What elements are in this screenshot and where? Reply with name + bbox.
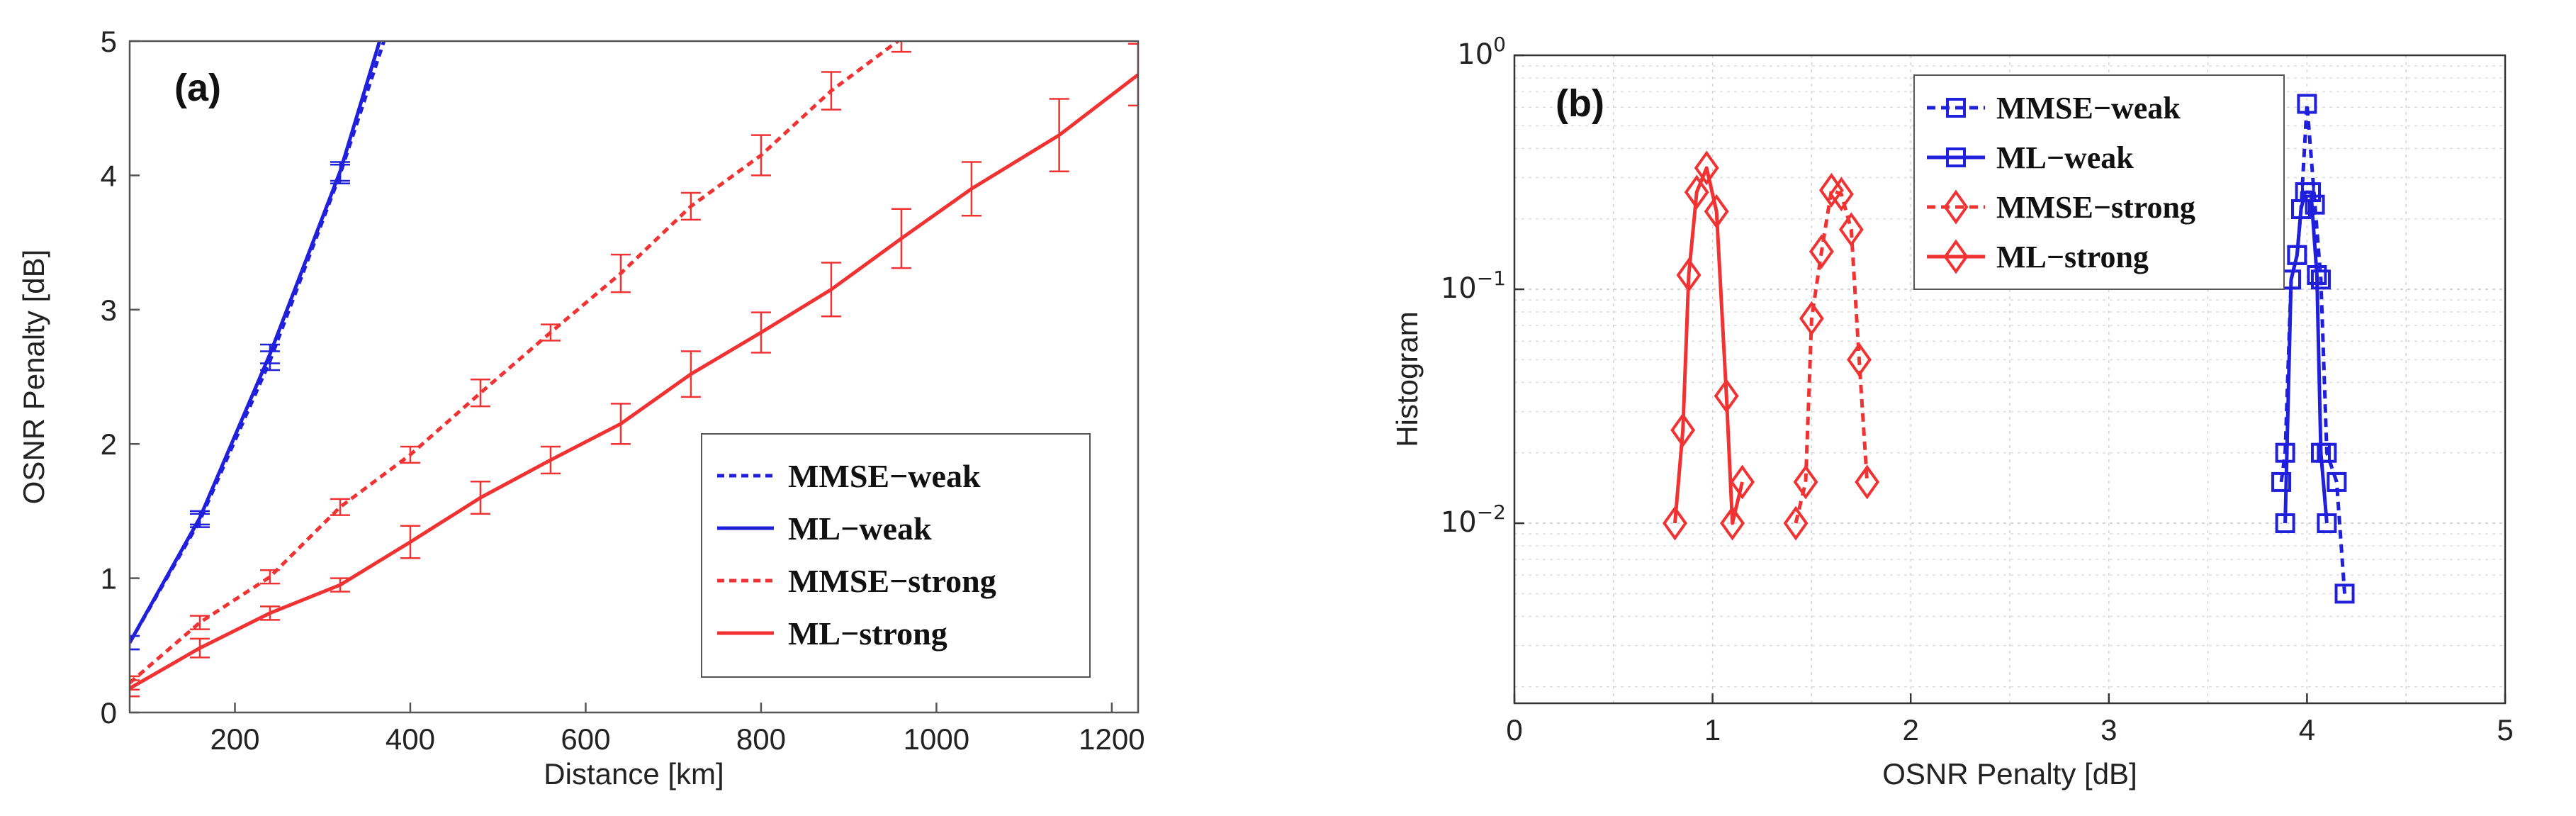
data-point-marker [1714, 379, 1739, 413]
series-2-group [130, 41, 911, 691]
axes-frame-a [128, 40, 1140, 714]
y-tick-label: 10−2 [1441, 501, 1506, 539]
x-tick-label: 400 [386, 722, 435, 756]
series-1-group [130, 41, 382, 651]
panel-a-chart: 200 400 600 800 1000 1200 0 1 2 3 4 5 Distance [km] O… [17, 25, 1145, 790]
legend-entry-label: ML−weak [788, 510, 932, 547]
y-tick-label: 4 [101, 159, 117, 192]
x-tick-label: 3 [2100, 713, 2117, 747]
data-point-marker [1684, 174, 1709, 210]
x-axis-label: Distance [km] [544, 757, 724, 790]
y-tick-exponent: −2 [1477, 501, 1506, 524]
x-tick-label: 600 [561, 722, 610, 756]
data-point-marker [2275, 513, 2295, 534]
data-point-marker [1818, 172, 1844, 208]
legend-entry-label: MMSE−strong [788, 563, 996, 599]
y-tick-exponent: 0 [1493, 33, 1506, 56]
y-axis-label: OSNR Penalty [dB] [17, 250, 50, 504]
data-point-marker [2317, 513, 2337, 534]
data-point-marker [1694, 150, 1719, 186]
y-tick-label: 100 [1457, 33, 1506, 71]
data-point-marker [1730, 464, 1755, 500]
axes-frame-b [1513, 54, 2507, 705]
y-tick-label: 10−1 [1441, 267, 1506, 305]
data-point-marker [1663, 505, 1687, 541]
data-point-marker [2310, 269, 2331, 290]
legend-entry-label: ML−strong [788, 615, 947, 652]
y-tick-label: 2 [101, 427, 117, 461]
legend-entry-label: ML−weak [1996, 140, 2134, 175]
data-point-marker [2300, 182, 2321, 203]
y-tick-exponent: −1 [1477, 267, 1506, 290]
legend-marker [1946, 98, 1966, 118]
data-point-marker [1838, 212, 1864, 247]
series-line-3 [1673, 166, 1744, 525]
x-tick-label: 200 [210, 722, 259, 756]
x-tick-label: 1000 [904, 722, 969, 756]
x-tick-label: 4 [2299, 713, 2315, 747]
legend-box-b [1913, 74, 2285, 290]
data-point-marker [1720, 505, 1745, 541]
data-point-marker [2287, 245, 2307, 265]
x-tick-label: 0 [1506, 713, 1522, 747]
data-point-marker [1676, 257, 1702, 293]
legend-marker-group [1943, 189, 1969, 225]
legend-entry-label: ML−strong [1996, 240, 2149, 274]
series-3-group [1663, 150, 1755, 541]
y-tick-mantissa: 10 [1457, 38, 1493, 71]
x-axis-label: OSNR Penalty [dB] [1882, 757, 2137, 790]
panel-label-a: (a) [174, 67, 221, 109]
data-point-marker [1670, 413, 1696, 448]
series-line-2 [130, 41, 901, 685]
series-1-group [2275, 182, 2337, 534]
data-point-marker [1793, 464, 1818, 500]
x-tick-label: 5 [2497, 713, 2513, 747]
y-tick-label: 3 [101, 294, 117, 327]
data-point-marker [2271, 471, 2292, 492]
panel-label-b: (b) [1556, 82, 1604, 125]
series-line-1 [2283, 190, 2329, 524]
x-tick-label: 1200 [1079, 722, 1144, 756]
data-point-marker [1809, 234, 1834, 269]
series-3-group [130, 43, 1138, 698]
x-tick-label: 800 [736, 722, 786, 756]
series-0-group [130, 41, 386, 651]
y-tick-label: 1 [101, 562, 117, 596]
series-2-group [1783, 172, 1880, 541]
series-line-0 [130, 41, 386, 644]
data-point-marker [1799, 301, 1824, 336]
data-point-marker [2327, 471, 2347, 492]
y-tick-label: 5 [101, 25, 117, 58]
data-point-marker [1783, 505, 1809, 541]
data-point-marker [2334, 583, 2355, 604]
y-tick-mantissa: 10 [1441, 506, 1477, 539]
x-tick-label: 1 [1704, 713, 1721, 747]
legend-marker [1943, 189, 1969, 225]
data-point-marker [2307, 264, 2327, 285]
legend-marker-group [1946, 98, 1966, 118]
legend-entry-label: MMSE−weak [788, 458, 981, 494]
y-axis-label: Histogram [1390, 311, 1424, 447]
y-tick-label: 0 [101, 696, 117, 730]
legend-entry-label: MMSE−strong [1996, 190, 2195, 225]
series-line-2 [1794, 188, 1869, 524]
series-line-1 [130, 41, 382, 644]
legend-marker [1946, 147, 1966, 167]
series-0-group [2271, 94, 2355, 604]
data-point-marker [2310, 442, 2331, 463]
x-tick-label: 2 [1903, 713, 1919, 747]
data-point-marker [1847, 342, 1872, 377]
data-point-marker [1828, 177, 1854, 212]
data-point-marker [1704, 194, 1729, 229]
legend-marker [1943, 239, 1969, 274]
legend-entry-label: MMSE−weak [1996, 91, 2181, 125]
legend-marker-group [1946, 147, 1966, 167]
data-point-marker [2297, 94, 2317, 114]
data-point-marker [1855, 464, 1880, 500]
legend-marker-group [1943, 239, 1969, 274]
y-tick-mantissa: 10 [1441, 272, 1477, 305]
